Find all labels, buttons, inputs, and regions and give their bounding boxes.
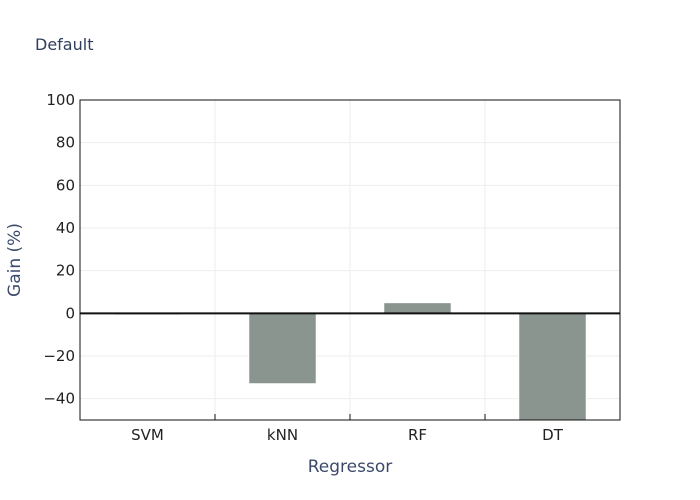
- bar-knn: [248, 312, 317, 385]
- x-tick-label: DT: [542, 426, 564, 444]
- y-tick-label: −40: [43, 390, 75, 408]
- bar-rf: [383, 302, 452, 314]
- y-tick-label: 60: [56, 176, 75, 194]
- y-tick-label: −20: [43, 347, 75, 365]
- y-tick-label: 0: [65, 304, 75, 322]
- x-tick-label: SVM: [131, 426, 164, 444]
- y-tick-label: 20: [56, 262, 75, 280]
- plot-frame: [79, 99, 621, 421]
- x-tick-label: RF: [408, 426, 427, 444]
- y-tick-label: 80: [56, 134, 75, 152]
- axis-layer: −40 −20 0 20 40 60 80 100 SVM kNN RF DT: [43, 91, 621, 444]
- y-tick-label: 40: [56, 219, 75, 237]
- x-axis-title: Regressor: [308, 457, 392, 477]
- y-axis-title: Gain (%): [5, 223, 25, 297]
- chart-title: Default: [35, 35, 93, 54]
- x-tick-label: kNN: [267, 426, 298, 444]
- bar-dt: [518, 312, 587, 421]
- y-tick-label: 100: [46, 91, 75, 109]
